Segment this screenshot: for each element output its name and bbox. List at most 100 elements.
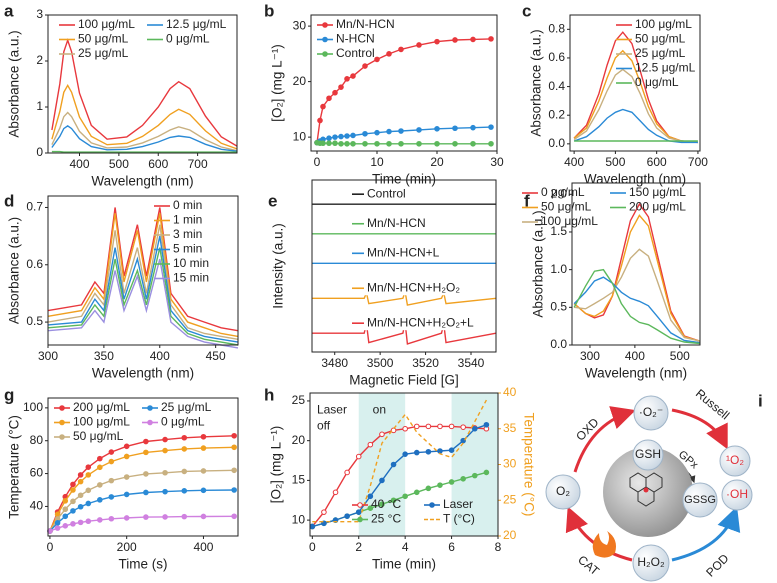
data-point [231, 487, 237, 493]
series-line [573, 268, 701, 345]
data-point [321, 509, 327, 515]
legend-bg [350, 281, 492, 296]
data-point [350, 73, 356, 79]
data-point [362, 130, 368, 137]
legend-label: T (°C) [443, 512, 475, 526]
data-point [181, 434, 188, 441]
data-point [344, 133, 350, 139]
series-line [47, 247, 239, 346]
series-line [312, 424, 487, 528]
series-line [47, 213, 239, 338]
x-axis-label: Wavelength (nm) [92, 366, 194, 381]
node-label: ¹O₂ [726, 453, 744, 467]
y-axis-label: [O₂] (mg L⁻¹) [269, 426, 284, 504]
data-point [70, 487, 76, 493]
x-tick-label: 700 [188, 157, 208, 171]
x-axis-label: Time (min) [372, 172, 436, 187]
y-tick-label: 10 [292, 512, 306, 526]
y-tick-label: 15 [292, 473, 306, 487]
data-point [200, 487, 207, 494]
data-point [471, 472, 478, 479]
y-tick-label: 0.0 [550, 337, 567, 351]
data-point [143, 489, 149, 496]
data-point [108, 494, 115, 500]
data-point [448, 423, 455, 430]
data-point [162, 488, 168, 495]
plot-frame [47, 397, 239, 537]
data-point [70, 498, 76, 505]
panel-label: i [758, 391, 763, 410]
panel: b 0 10 20 30 10 20 30 Time (min) [O₂] (mg L⁻¹) Mn/… [264, 1, 504, 186]
data-point [452, 37, 458, 43]
y-tick-label: 100 [23, 400, 43, 414]
y-axis-label: Absorbance (a.u.) [7, 30, 22, 137]
data-point [108, 515, 115, 522]
data-point [62, 506, 69, 513]
node-label: O₂ [556, 484, 570, 498]
data-point [200, 445, 207, 451]
data-point [379, 501, 385, 508]
series-line [573, 214, 701, 342]
data-point [413, 449, 420, 456]
data-point [448, 447, 455, 454]
data-point [398, 128, 404, 134]
data-point [326, 140, 332, 147]
data-point [416, 42, 422, 48]
x-tick-label: 4 [402, 540, 409, 554]
legend-label: Mn/N-HCN [336, 17, 395, 31]
x-tick-label: 400 [625, 349, 645, 363]
y2-tick-label: 35 [503, 421, 517, 435]
x-tick-label: 500 [670, 349, 690, 363]
data-point [181, 513, 188, 520]
panel: f 300 400 500 0.0 0.5 1.0 1.5 2.0 Wavelength (nm)… [522, 182, 701, 381]
data-point [452, 125, 458, 132]
data-point [62, 513, 69, 520]
plot-frame [309, 392, 499, 537]
legend-marker [59, 419, 65, 426]
y-axis-label: Absorbance (a.u.) [529, 29, 544, 136]
y-tick-label: 0.5 [550, 299, 567, 313]
data-point [231, 432, 237, 439]
data-point [452, 140, 458, 147]
series-line [311, 425, 487, 527]
y2-tick-label: 40 [503, 385, 517, 399]
data-point [97, 482, 103, 488]
data-point [108, 449, 115, 455]
y-axis-label: Absorbance (a.u.) [531, 210, 546, 317]
data-point [70, 508, 76, 514]
legend-label: N-HCN [336, 32, 375, 46]
legend-label: Mn/N-HCN+H₂O₂+L [367, 315, 474, 329]
data-point [123, 515, 130, 521]
data-point [70, 481, 76, 488]
panel: e 3480 3500 3520 3540 Magnetic Field [G] Inten… [268, 179, 497, 388]
data-point [320, 140, 326, 147]
data-point [332, 134, 338, 140]
y-tick-label: 2 [36, 53, 43, 67]
shaded-region [451, 393, 498, 536]
data-point [123, 491, 130, 498]
data-point [355, 453, 362, 460]
y-tick-label: 10 [293, 129, 307, 143]
x-tick-label: 400 [150, 349, 170, 363]
y-tick-label: 20 [293, 74, 307, 88]
legend-label: 10 min [173, 256, 209, 270]
series-line [49, 446, 235, 532]
y-tick-label: 60 [30, 466, 44, 480]
legend-label: 25 μg/mL [78, 46, 129, 60]
data-point [317, 117, 323, 124]
data-point [309, 523, 316, 530]
x-tick-label: 500 [109, 157, 129, 171]
data-point [338, 133, 344, 140]
data-point [181, 488, 188, 494]
y2-tick-label: 30 [503, 457, 517, 471]
data-point [77, 472, 84, 478]
data-point [437, 482, 443, 488]
data-point [434, 140, 440, 147]
x-tick-label: 3540 [458, 356, 485, 370]
legend-label: Mn/N-HCN [367, 216, 426, 230]
series-line [51, 150, 237, 153]
legend-label: 0 μg/mL [541, 185, 585, 199]
data-point [108, 477, 115, 484]
data-point [367, 441, 374, 448]
data-point [85, 472, 92, 478]
